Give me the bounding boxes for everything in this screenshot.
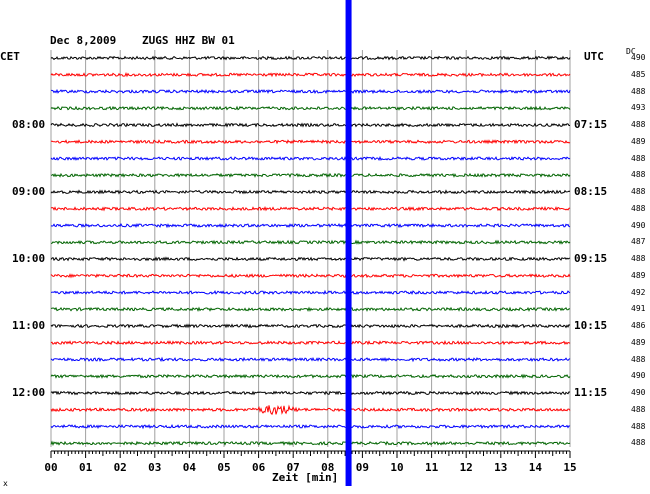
trace-row-18 bbox=[50, 356, 571, 363]
dc-offset-label: 490 bbox=[631, 220, 646, 230]
trace-row-8 bbox=[50, 189, 571, 195]
dc-offset-label: 490 bbox=[631, 371, 646, 381]
trace-row-15 bbox=[50, 306, 571, 312]
dc-offset-label: 490 bbox=[631, 53, 646, 62]
dc-offset-label: 487 bbox=[631, 237, 646, 247]
dc-offset-label: 489 bbox=[631, 337, 646, 347]
dc-offset-label: 492 bbox=[631, 287, 646, 297]
x-tick-label: 11 bbox=[425, 461, 439, 474]
trace-row-6 bbox=[50, 155, 571, 162]
right-zone-label: UTC bbox=[584, 50, 604, 63]
x-tick-label: 13 bbox=[494, 461, 507, 474]
dc-offset-label: 493 bbox=[631, 103, 646, 113]
trace-row-23 bbox=[50, 440, 571, 446]
x-tick-label: 14 bbox=[529, 461, 543, 474]
dc-offset-label: 491 bbox=[631, 304, 646, 314]
cet-time-label: 08:00 bbox=[12, 118, 46, 131]
dc-offset-label: 489 bbox=[631, 136, 646, 146]
cet-time-label: 09:00 bbox=[12, 185, 46, 198]
cet-time-label: 10:00 bbox=[12, 252, 46, 265]
trace-row-7 bbox=[50, 172, 571, 178]
dc-offset-label: 488 bbox=[631, 120, 646, 129]
header-date: Dec 8,2009 bbox=[50, 34, 117, 47]
trace-row-20 bbox=[50, 390, 571, 396]
trace-row-1 bbox=[50, 72, 571, 78]
dc-offset-label: 488 bbox=[631, 254, 646, 263]
utc-time-label: 09:15 bbox=[574, 252, 608, 265]
dc-offset-label: 488 bbox=[631, 86, 646, 96]
trace-row-0 bbox=[50, 55, 571, 61]
trace-row-13 bbox=[50, 272, 571, 279]
x-tick-label: 05 bbox=[217, 461, 230, 474]
x-tick-label: 02 bbox=[114, 461, 127, 474]
dc-offset-label: 488 bbox=[631, 170, 646, 180]
x-tick-label: 10 bbox=[390, 461, 403, 474]
dc-offset-label: 488 bbox=[631, 421, 646, 431]
x-tick-label: 01 bbox=[79, 461, 93, 474]
dc-offset-label: 488 bbox=[631, 354, 646, 364]
x-axis: 00 01 02 03 04 05 06 07 08 09 10 11 12 13 14 15 bbox=[44, 450, 577, 474]
dc-offset-label: 488 bbox=[631, 153, 646, 163]
trace-row-5 bbox=[50, 139, 571, 145]
cet-time-label: 11:00 bbox=[12, 319, 46, 332]
cet-time-label: 12:00 bbox=[12, 386, 46, 399]
x-tick-label: 06 bbox=[252, 461, 266, 474]
dc-header: DC bbox=[626, 47, 636, 56]
x-tick-label: 07 bbox=[287, 461, 300, 474]
trace-row-14 bbox=[50, 289, 571, 296]
utc-time-label: 07:15 bbox=[574, 118, 608, 131]
time-marker-bar bbox=[345, 0, 352, 486]
trace-row-22 bbox=[50, 423, 571, 430]
x-tick-label: 00 bbox=[44, 461, 57, 474]
trace-row-19 bbox=[50, 373, 571, 380]
trace-row-4 bbox=[50, 122, 570, 128]
x-tick-label: 09 bbox=[356, 461, 369, 474]
dc-offset-label: 490 bbox=[631, 388, 646, 397]
trace-row-21 bbox=[50, 404, 571, 416]
dc-offset-label: 486 bbox=[631, 321, 646, 330]
trace-row-2 bbox=[51, 88, 571, 95]
x-tick-label: 15 bbox=[563, 461, 576, 474]
minute-gridlines bbox=[50, 50, 571, 447]
dc-offset-label: 485 bbox=[631, 69, 646, 79]
x-tick-label: 03 bbox=[148, 461, 161, 474]
header-station: ZUGS HHZ BW 01 bbox=[142, 34, 235, 47]
x-axis-title: Zeit [min] bbox=[272, 471, 339, 484]
trace-row-16 bbox=[50, 323, 571, 329]
trace-row-12 bbox=[50, 256, 571, 262]
trace-row-17 bbox=[50, 340, 571, 346]
trace-row-11 bbox=[50, 239, 571, 245]
trace-row-9 bbox=[50, 206, 571, 212]
utc-time-label: 11:15 bbox=[574, 386, 608, 399]
dc-offset-label: 488 bbox=[631, 438, 646, 448]
dc-offset-label: 489 bbox=[631, 270, 646, 280]
seismic-traces bbox=[50, 55, 571, 446]
x-tick-label: 12 bbox=[460, 461, 473, 474]
corner-mark: x bbox=[3, 479, 8, 488]
x-tick-label: 08 bbox=[321, 461, 334, 474]
trace-row-10 bbox=[50, 222, 571, 229]
dc-offset-label: 488 bbox=[631, 203, 646, 213]
utc-time-label: 10:15 bbox=[574, 319, 608, 332]
x-tick-label: 04 bbox=[183, 461, 197, 474]
dc-offset-label: 488 bbox=[631, 187, 646, 196]
dc-offset-label: 488 bbox=[631, 404, 646, 414]
left-zone-label: CET bbox=[0, 50, 20, 63]
trace-row-3 bbox=[50, 105, 571, 111]
utc-time-label: 08:15 bbox=[574, 185, 608, 198]
